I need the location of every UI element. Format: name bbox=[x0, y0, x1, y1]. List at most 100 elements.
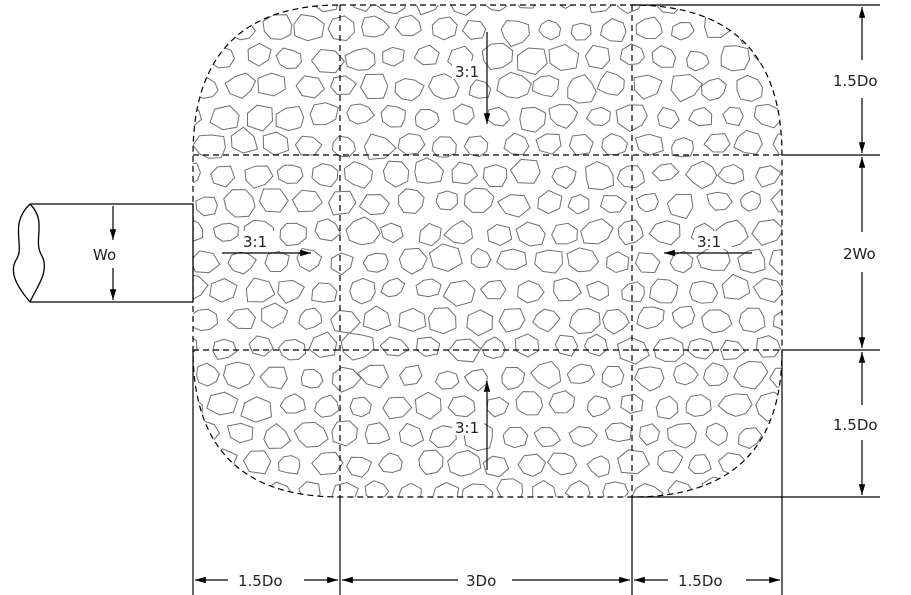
stone bbox=[807, 74, 835, 95]
stone bbox=[687, 106, 713, 127]
stone bbox=[717, 452, 748, 476]
stone bbox=[805, 363, 837, 387]
outlet-pipe bbox=[12, 203, 194, 303]
stone bbox=[596, 70, 625, 96]
stone bbox=[428, 73, 460, 100]
stone bbox=[311, 451, 344, 476]
stone bbox=[277, 279, 306, 304]
riprap-stones bbox=[193, 0, 837, 505]
stone bbox=[359, 73, 389, 100]
stone bbox=[193, 308, 219, 332]
slope-label-backgrounds bbox=[240, 61, 732, 435]
stone bbox=[479, 279, 507, 300]
stone bbox=[466, 309, 493, 337]
stone bbox=[331, 420, 358, 447]
stone bbox=[739, 190, 762, 212]
stone bbox=[330, 309, 361, 334]
stone bbox=[772, 74, 782, 97]
stone bbox=[331, 482, 359, 497]
stone bbox=[206, 391, 239, 416]
stone bbox=[310, 48, 346, 74]
stone bbox=[209, 105, 240, 131]
stone bbox=[807, 485, 829, 505]
stone bbox=[382, 396, 413, 420]
stone bbox=[259, 188, 289, 213]
stone bbox=[688, 453, 712, 475]
stone bbox=[649, 278, 679, 304]
stone bbox=[398, 188, 425, 214]
stone bbox=[331, 366, 362, 393]
stone bbox=[276, 164, 304, 184]
stone bbox=[587, 5, 615, 14]
stone bbox=[686, 50, 710, 72]
stone bbox=[666, 193, 694, 220]
stone bbox=[667, 480, 696, 497]
stone bbox=[463, 187, 495, 213]
stone bbox=[752, 277, 782, 303]
stone bbox=[222, 361, 256, 390]
stone bbox=[434, 370, 460, 390]
stone bbox=[228, 479, 260, 497]
stone bbox=[804, 194, 835, 217]
stone bbox=[754, 454, 782, 481]
stone bbox=[547, 452, 578, 476]
stone bbox=[535, 133, 562, 155]
stone bbox=[298, 481, 321, 497]
stone bbox=[620, 393, 644, 414]
stone bbox=[768, 248, 782, 275]
stone bbox=[696, 244, 731, 271]
stone bbox=[772, 310, 782, 331]
stone bbox=[548, 43, 580, 72]
stone bbox=[212, 222, 239, 242]
stone bbox=[248, 5, 274, 10]
stone bbox=[242, 450, 272, 475]
stone bbox=[517, 453, 547, 477]
stone bbox=[717, 393, 753, 417]
stone bbox=[511, 5, 540, 9]
stone bbox=[259, 366, 288, 390]
stone bbox=[362, 305, 392, 332]
stone bbox=[193, 454, 202, 477]
stone bbox=[413, 44, 440, 66]
stone bbox=[634, 133, 664, 156]
stone bbox=[648, 220, 681, 246]
stone bbox=[193, 5, 201, 11]
stone bbox=[532, 308, 561, 333]
stone bbox=[684, 160, 718, 190]
stone bbox=[790, 105, 813, 126]
stone bbox=[583, 333, 608, 357]
stone bbox=[480, 336, 506, 360]
stone bbox=[733, 129, 763, 155]
stone bbox=[226, 422, 254, 444]
stone bbox=[564, 480, 591, 497]
stone bbox=[364, 480, 390, 497]
stone bbox=[515, 221, 546, 247]
stone bbox=[331, 135, 357, 158]
apron-grid bbox=[193, 5, 782, 497]
stone bbox=[702, 362, 729, 387]
stone bbox=[533, 426, 561, 448]
stone bbox=[380, 277, 406, 298]
stone bbox=[651, 45, 677, 68]
stone bbox=[364, 422, 391, 445]
stone bbox=[356, 364, 390, 389]
stone bbox=[264, 251, 290, 273]
stone bbox=[447, 395, 476, 418]
stone bbox=[470, 247, 492, 269]
stone bbox=[606, 251, 630, 274]
stone bbox=[496, 71, 532, 99]
stone bbox=[442, 279, 476, 307]
stone bbox=[398, 247, 428, 275]
stone bbox=[586, 280, 610, 301]
slope-label-bottom: 3:1 bbox=[455, 419, 479, 437]
stone bbox=[214, 5, 240, 11]
stone bbox=[262, 131, 290, 156]
stone bbox=[530, 360, 562, 390]
stone bbox=[706, 191, 733, 211]
stone bbox=[717, 163, 745, 185]
stone bbox=[792, 0, 816, 8]
stone bbox=[570, 22, 592, 41]
stone bbox=[722, 106, 744, 127]
stone bbox=[414, 108, 440, 131]
stone bbox=[671, 137, 694, 158]
